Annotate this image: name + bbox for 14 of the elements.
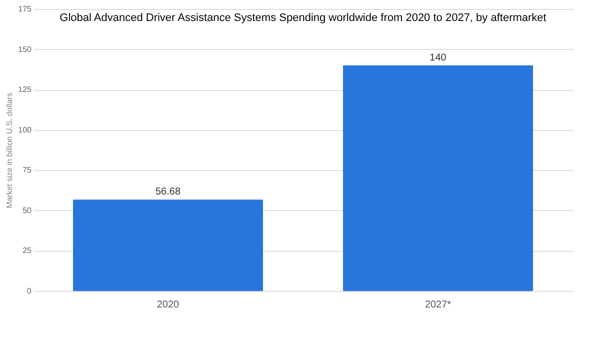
- y-tick-label: 100: [18, 125, 32, 134]
- x-tick-label: 2020: [156, 300, 180, 310]
- y-tick-label: 25: [22, 246, 32, 256]
- y-tick-label: 125: [18, 85, 32, 94]
- x-tick-label: 2027*: [424, 300, 452, 310]
- data-label: 140: [430, 52, 447, 64]
- y-tick-label: 175: [18, 4, 32, 14]
- y-tick-label: 75: [22, 166, 32, 175]
- y-tick-label: 50: [22, 206, 32, 215]
- y-tick-label: 0: [27, 286, 32, 296]
- y-axis-title: Market size in billion U.S. dollars: [5, 92, 14, 208]
- chart-title: Global Advanced Driver Assistance Systems Spending worldwide from 2020 to 2027, by aftermarket: [60, 12, 546, 24]
- data-label: 56.68: [155, 186, 181, 198]
- y-tick-label: 150: [18, 44, 32, 54]
